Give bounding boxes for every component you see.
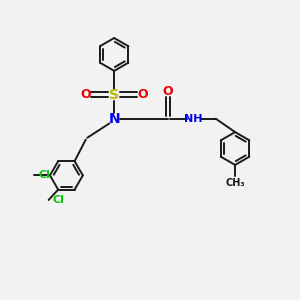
- Text: Cl: Cl: [38, 170, 50, 180]
- Text: CH₃: CH₃: [225, 178, 245, 188]
- Text: Cl: Cl: [52, 195, 64, 205]
- Text: O: O: [137, 88, 148, 101]
- Text: NH: NH: [184, 114, 203, 124]
- Text: N: N: [108, 112, 120, 126]
- Text: S: S: [109, 88, 119, 102]
- Text: O: O: [163, 85, 173, 98]
- Text: O: O: [80, 88, 91, 101]
